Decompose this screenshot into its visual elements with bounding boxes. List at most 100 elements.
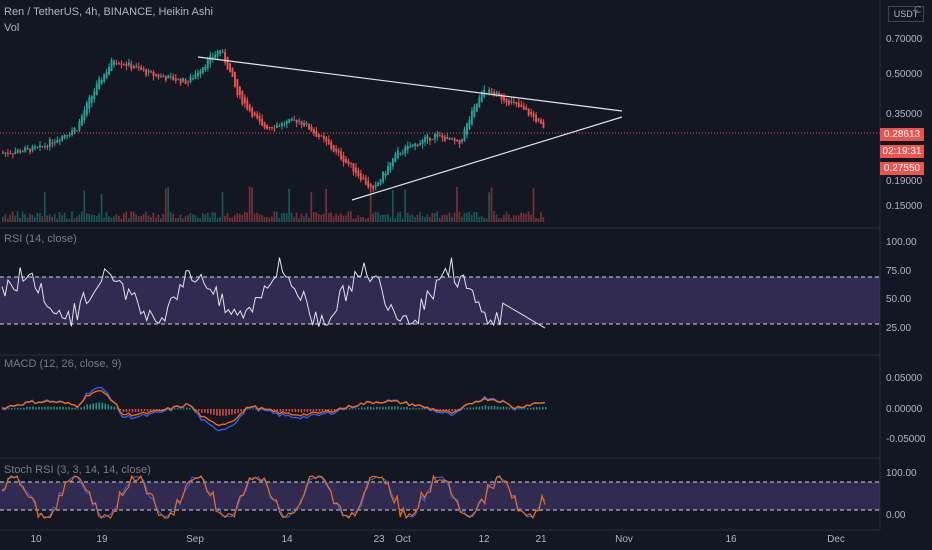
candle-body (2, 152, 4, 154)
volume-bar (256, 212, 258, 222)
candle-body (399, 153, 402, 155)
candle-body (88, 97, 91, 109)
candle-body (214, 54, 217, 59)
volume-bar (130, 211, 133, 222)
candle-body (463, 129, 466, 141)
volume-bar (453, 212, 456, 222)
macd-histogram-bar (397, 406, 399, 410)
volume-bar (214, 212, 216, 222)
macd-histogram-bar (505, 406, 508, 410)
volume-bar (179, 214, 182, 222)
candle-body (480, 91, 483, 103)
macd-histogram-bar (466, 407, 469, 410)
macd-histogram-bar (472, 407, 475, 410)
candle-body (382, 171, 384, 182)
volume-bar (377, 212, 379, 222)
volume-bar (362, 217, 365, 222)
macd-histogram-bar (357, 408, 360, 410)
volume-bar (512, 215, 515, 222)
volume-bar (155, 217, 157, 222)
volume-bar (88, 213, 91, 222)
candle-body (510, 101, 513, 103)
volume-bar (463, 212, 466, 222)
candle-body (473, 106, 476, 118)
candle-body (246, 100, 249, 110)
macd-histogram-bar (35, 407, 37, 410)
macd-histogram-bar (276, 409, 279, 411)
candle-body (248, 104, 251, 112)
volume-bar (335, 213, 337, 222)
candle-body (258, 115, 261, 122)
macd-title[interactable]: MACD (12, 26, close, 9) (4, 358, 122, 370)
macd-histogram-bar (176, 408, 179, 410)
macd-histogram-bar (158, 409, 161, 411)
macd-histogram-bar (285, 409, 288, 412)
candle-body (95, 83, 98, 96)
candle-body (475, 103, 478, 112)
currency-prefix: C (914, 5, 922, 16)
macd-histogram-bar (294, 409, 297, 413)
candle-body (542, 121, 545, 128)
macd-histogram-bar (222, 409, 224, 416)
candle-body (93, 91, 96, 100)
time-tick: 23 (373, 534, 385, 545)
candle-body (340, 151, 343, 160)
candle-body (234, 72, 236, 87)
macd-histogram-bar (179, 408, 182, 410)
volume-bar (137, 216, 140, 222)
macd-histogram-bar (463, 408, 466, 410)
candle-body (330, 141, 333, 149)
candle-body (174, 78, 177, 81)
price-tick: 0.15000 (886, 201, 923, 212)
macd-histogram-bar (424, 408, 426, 410)
volume-bar (236, 213, 239, 222)
macd-histogram-bar (297, 409, 300, 413)
symbol-title[interactable]: Ren / TetherUS, 4h, BINANCE, Heikin Ashi (4, 6, 213, 18)
macd-histogram-bar (249, 408, 251, 410)
volume-bar (132, 211, 135, 222)
candle-body (367, 181, 370, 188)
macd-histogram-bar (300, 409, 303, 413)
candle-body (48, 139, 51, 147)
volume-bar (246, 212, 249, 222)
volume-bar (266, 216, 268, 222)
macd-histogram-bar (312, 409, 315, 412)
candle-body (362, 176, 365, 179)
candle-body (493, 91, 496, 96)
volume-bar (480, 216, 483, 222)
macd-histogram-bar (394, 406, 396, 410)
volume-bar (451, 217, 453, 222)
macd-histogram-bar (327, 409, 330, 411)
macd-histogram-bar (364, 407, 366, 410)
volume-bar (159, 218, 162, 222)
stoch-title[interactable]: Stoch RSI (3, 3, 14, 14, close) (4, 464, 151, 476)
time-tick: 12 (478, 534, 490, 545)
macd-histogram-bar (538, 407, 541, 410)
rsi-title[interactable]: RSI (14, close) (4, 233, 77, 245)
volume-bar (303, 216, 305, 222)
volume-bar (300, 213, 303, 222)
volume-bar (169, 211, 172, 222)
volume-bar (391, 190, 394, 222)
macd-histogram-bar (53, 406, 55, 410)
volume-bar (542, 216, 545, 222)
volume-bar (253, 213, 256, 222)
candle-body (537, 118, 540, 121)
volume-bar (510, 218, 513, 222)
candle-body (118, 63, 120, 65)
candle-body (199, 71, 202, 75)
macd-histogram-bar (439, 409, 441, 411)
candle-body (162, 75, 165, 78)
candle-body (187, 81, 189, 83)
volume-bar (226, 213, 229, 222)
currency-button[interactable]: USDT (888, 6, 924, 22)
macd-histogram-bar (216, 409, 218, 416)
candle-body (285, 121, 288, 125)
candle-body (451, 138, 454, 140)
candle-body (308, 123, 310, 130)
volume-bar (322, 213, 325, 222)
volume-bar (421, 216, 424, 222)
volume-bar (540, 212, 542, 222)
candle-body (283, 124, 286, 126)
